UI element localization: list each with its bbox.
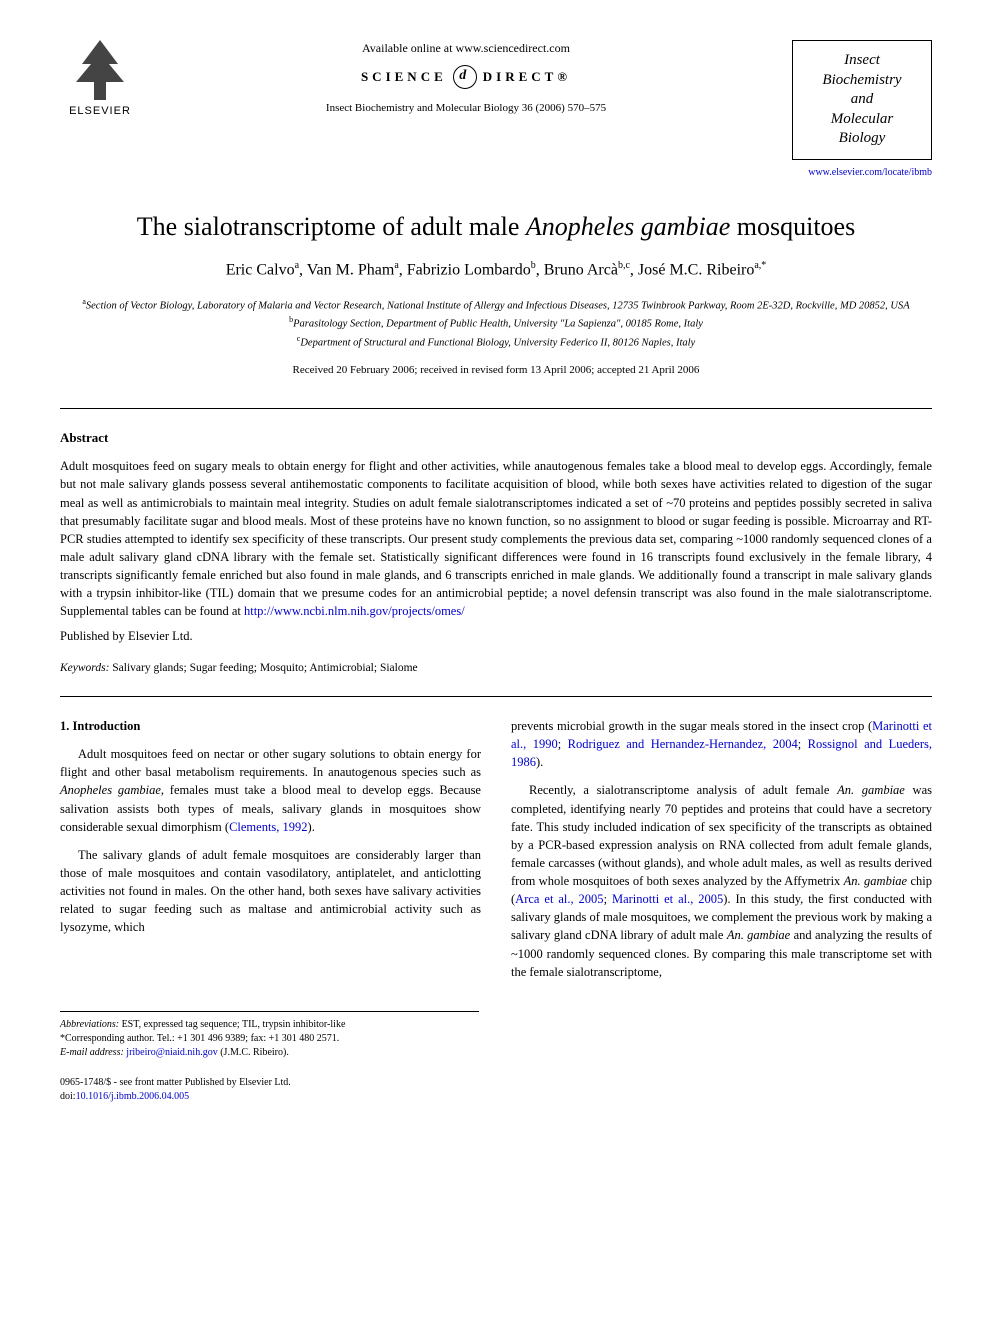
available-online-text: Available online at www.sciencedirect.co… xyxy=(160,40,772,57)
email-line: E-mail address: jribeiro@niaid.nih.gov (… xyxy=(60,1046,479,1060)
affiliations: aSection of Vector Biology, Laboratory o… xyxy=(60,296,932,351)
intro-p1: Adult mosquitoes feed on nectar or other… xyxy=(60,745,481,836)
intro-p2: The salivary glands of adult female mosq… xyxy=(60,846,481,937)
intro-p3-end: ). xyxy=(536,755,543,769)
journal-line-1: Insect xyxy=(805,51,919,71)
author-5-aff: a,* xyxy=(754,260,766,271)
doi-label: doi: xyxy=(60,1091,76,1102)
author-4: Bruno Arcà xyxy=(544,262,618,279)
page-header: ELSEVIER Available online at www.science… xyxy=(60,40,932,180)
journal-title-box: Insect Biochemistry and Molecular Biolog… xyxy=(792,40,932,160)
elsevier-label: ELSEVIER xyxy=(69,104,131,119)
journal-citation: Insect Biochemistry and Molecular Biolog… xyxy=(160,101,772,116)
copyright-line: 0965-1748/$ - see front matter Published… xyxy=(60,1076,932,1090)
intro-p4-ref2[interactable]: Marinotti et al., 2005 xyxy=(612,892,723,906)
author-3: Fabrizio Lombardo xyxy=(407,262,531,279)
publisher-line: Published by Elsevier Ltd. xyxy=(60,628,932,646)
affiliation-c-text: Department of Structural and Functional … xyxy=(300,337,695,348)
intro-p3-sep1: ; xyxy=(558,737,568,751)
intro-p4-pre: Recently, a sialotranscriptome analysis … xyxy=(529,783,837,797)
divider-top xyxy=(60,408,932,409)
intro-p3-pre: prevents microbial growth in the sugar m… xyxy=(511,719,872,733)
body-columns: 1. Introduction Adult mosquitoes feed on… xyxy=(60,717,932,991)
affiliation-b-text: Parasitology Section, Department of Publ… xyxy=(293,319,703,330)
author-2-aff: a xyxy=(394,260,398,271)
right-column: prevents microbial growth in the sugar m… xyxy=(511,717,932,991)
journal-line-2: Biochemistry xyxy=(805,71,919,91)
intro-p3-ref2[interactable]: Rodriguez and Hernandez-Hernandez, 2004 xyxy=(568,737,798,751)
title-pre: The sialotranscriptome of adult male xyxy=(137,212,526,241)
abbrev-text: EST, expressed tag sequence; TIL, trypsi… xyxy=(119,1019,345,1030)
keywords-text: Salivary glands; Sugar feeding; Mosquito… xyxy=(109,662,417,674)
affiliation-a: aSection of Vector Biology, Laboratory o… xyxy=(60,296,932,314)
intro-p4-it3: An. gambiae xyxy=(727,928,790,942)
email-name: (J.M.C. Ribeiro). xyxy=(218,1047,289,1058)
intro-p1-pre: Adult mosquitoes feed on nectar or other… xyxy=(60,747,481,779)
journal-url-anchor[interactable]: www.elsevier.com/locate/ibmb xyxy=(808,167,932,178)
center-header: Available online at www.sciencedirect.co… xyxy=(140,40,792,116)
doi-line: doi:10.1016/j.ibmb.2006.04.005 xyxy=(60,1090,932,1104)
author-2: Van M. Pham xyxy=(307,262,395,279)
intro-p4-mid1: was completed, identifying nearly 70 pep… xyxy=(511,783,932,888)
doi-link[interactable]: 10.1016/j.ibmb.2006.04.005 xyxy=(76,1091,190,1102)
abbrev-label: Abbreviations: xyxy=(60,1019,119,1030)
title-post: mosquitoes xyxy=(730,212,855,241)
intro-p4-ref1[interactable]: Arca et al., 2005 xyxy=(515,892,603,906)
left-column: 1. Introduction Adult mosquitoes feed on… xyxy=(60,717,481,991)
elsevier-logo: ELSEVIER xyxy=(60,40,140,119)
authors-line: Eric Calvoa, Van M. Phama, Fabrizio Lomb… xyxy=(60,259,932,282)
keywords-label: Keywords: xyxy=(60,662,109,674)
affiliation-b: bParasitology Section, Department of Pub… xyxy=(60,314,932,332)
elsevier-tree-icon xyxy=(70,40,130,100)
abstract-heading: Abstract xyxy=(60,429,932,447)
keywords-line: Keywords: Salivary glands; Sugar feeding… xyxy=(60,660,932,676)
journal-line-3: and xyxy=(805,90,919,110)
abstract-main: Adult mosquitoes feed on sugary meals to… xyxy=(60,459,932,618)
intro-p3: prevents microbial growth in the sugar m… xyxy=(511,717,932,771)
intro-p4-it1: An. gambiae xyxy=(837,783,905,797)
corresponding-line: *Corresponding author. Tel.: +1 301 496 … xyxy=(60,1032,479,1046)
intro-p4-it2: An. gambiae xyxy=(844,874,907,888)
article-dates: Received 20 February 2006; received in r… xyxy=(60,363,932,378)
author-5: José M.C. Ribeiro xyxy=(638,262,754,279)
intro-heading: 1. Introduction xyxy=(60,717,481,735)
sd-left: SCIENCE xyxy=(361,68,447,86)
affiliation-a-text: Section of Vector Biology, Laboratory of… xyxy=(86,301,910,312)
divider-bottom xyxy=(60,696,932,697)
intro-p1-italic: Anopheles gambiae xyxy=(60,783,161,797)
title-italic: Anopheles gambiae xyxy=(526,212,730,241)
footer-info: 0965-1748/$ - see front matter Published… xyxy=(60,1076,932,1104)
abstract-body: Adult mosquitoes feed on sugary meals to… xyxy=(60,457,932,620)
journal-line-4: Molecular xyxy=(805,110,919,130)
journal-box-wrapper: Insect Biochemistry and Molecular Biolog… xyxy=(792,40,932,180)
email-link[interactable]: jribeiro@niaid.nih.gov xyxy=(126,1047,217,1058)
journal-url-link[interactable]: www.elsevier.com/locate/ibmb xyxy=(792,166,932,180)
sciencedirect-logo: SCIENCE DIRECT® xyxy=(160,65,772,89)
author-3-aff: b xyxy=(531,260,536,271)
author-1-aff: a xyxy=(295,260,299,271)
sd-right: DIRECT® xyxy=(483,68,571,86)
article-title: The sialotranscriptome of adult male Ano… xyxy=(60,210,932,244)
abbreviations-line: Abbreviations: EST, expressed tag sequen… xyxy=(60,1018,479,1032)
author-1: Eric Calvo xyxy=(226,262,295,279)
abstract-link[interactable]: http://www.ncbi.nlm.nih.gov/projects/ome… xyxy=(244,604,465,618)
affiliation-c: cDepartment of Structural and Functional… xyxy=(60,333,932,351)
intro-p1-end: ). xyxy=(308,820,315,834)
author-4-aff: b,c xyxy=(618,260,630,271)
intro-p4: Recently, a sialotranscriptome analysis … xyxy=(511,781,932,980)
email-label: E-mail address: xyxy=(60,1047,124,1058)
intro-p4-sep: ; xyxy=(604,892,612,906)
footnotes: Abbreviations: EST, expressed tag sequen… xyxy=(60,1011,479,1060)
journal-line-5: Biology xyxy=(805,129,919,149)
intro-p3-sep2: ; xyxy=(798,737,808,751)
sciencedirect-icon xyxy=(453,65,477,89)
intro-p1-ref[interactable]: Clements, 1992 xyxy=(229,820,307,834)
